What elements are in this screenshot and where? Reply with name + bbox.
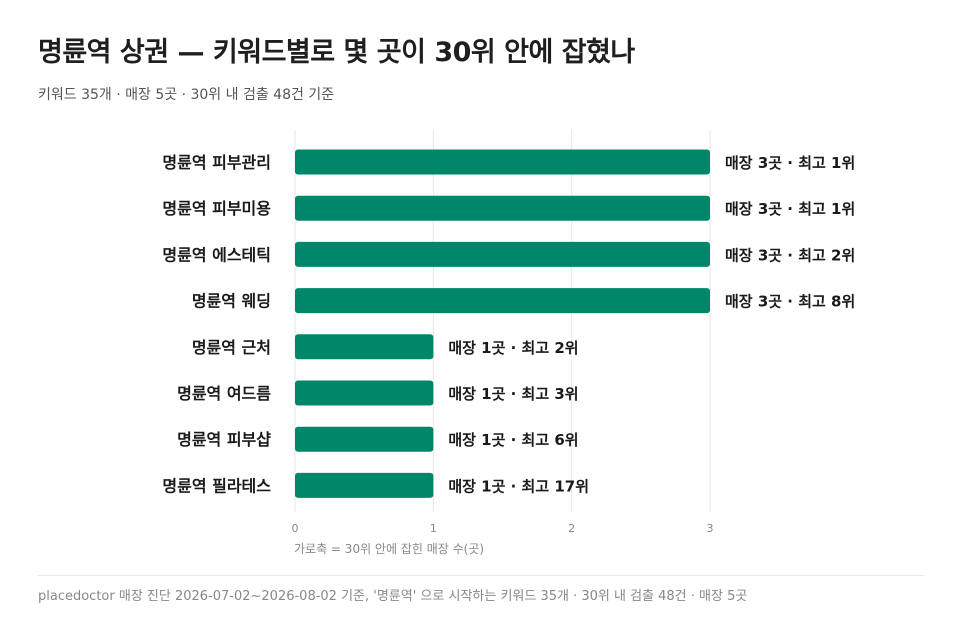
category-label: 명륜역 웨딩 xyxy=(192,292,271,311)
data-label: 매장 3곳 · 최고 8위 xyxy=(725,293,855,311)
category-label: 명륜역 피부미용 xyxy=(162,199,271,218)
category-label: 명륜역 피부관리 xyxy=(162,153,271,172)
x-tick-label: 0 xyxy=(292,522,299,535)
bar xyxy=(295,149,710,175)
data-label: 매장 3곳 · 최고 1위 xyxy=(725,154,855,172)
category-label: 명륜역 필라테스 xyxy=(162,476,271,495)
bar xyxy=(295,334,434,360)
x-ticks: 0 1 2 3 xyxy=(292,522,714,535)
bar xyxy=(295,472,434,498)
x-tick-label: 1 xyxy=(430,522,437,535)
category-label: 명륜역 근처 xyxy=(192,338,271,357)
data-label: 매장 3곳 · 최고 1위 xyxy=(725,200,855,218)
data-label: 매장 1곳 · 최고 17위 xyxy=(448,477,589,495)
category-label: 명륜역 에스테틱 xyxy=(162,245,271,264)
category-label: 명륜역 여드름 xyxy=(177,384,271,403)
bar xyxy=(295,241,710,267)
chart-title: 명륜역 상권 — 키워드별로 몇 곳이 30위 안에 잡혔나 xyxy=(38,37,635,68)
footer-divider xyxy=(38,575,924,576)
chart-subtitle: 키워드 35개 · 매장 5곳 · 30위 내 검출 48건 기준 xyxy=(38,87,335,103)
bars xyxy=(295,149,710,498)
bar xyxy=(295,426,434,452)
grid-lines xyxy=(294,130,711,512)
data-label: 매장 1곳 · 최고 3위 xyxy=(448,385,578,403)
bar xyxy=(295,195,710,221)
footer-note: placedoctor 매장 진단 2026-07-02~2026-08-02 … xyxy=(38,589,748,604)
x-tick-label: 2 xyxy=(568,522,575,535)
bar xyxy=(295,380,434,406)
x-tick-label: 3 xyxy=(707,522,714,535)
data-label: 매장 1곳 · 최고 2위 xyxy=(448,339,578,357)
bar xyxy=(295,288,710,314)
category-label: 명륜역 피부샵 xyxy=(177,430,271,449)
x-axis-label: 가로축 = 30위 안에 잡힌 매장 수(곳) xyxy=(294,542,484,556)
data-label: 매장 3곳 · 최고 2위 xyxy=(725,246,855,264)
data-label: 매장 1곳 · 최고 6위 xyxy=(448,431,578,449)
